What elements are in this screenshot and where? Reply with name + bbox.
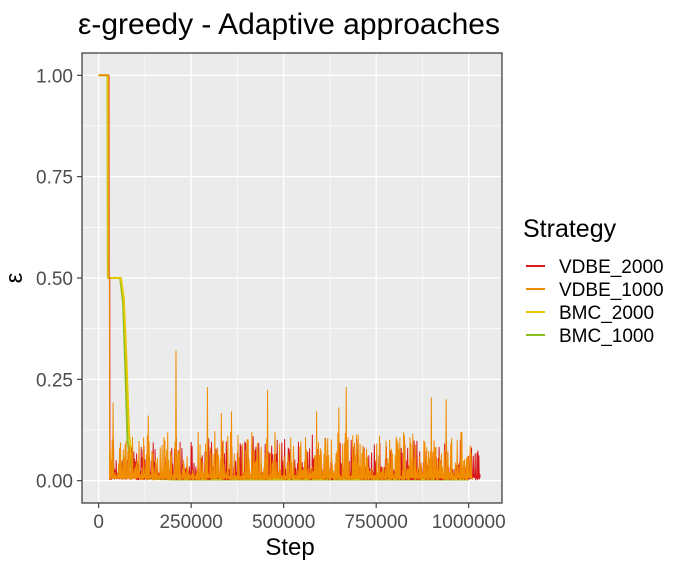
series-layer — [98, 74, 481, 481]
legend-title: Strategy — [523, 215, 617, 243]
legend-label-bmc-2000: BMC_2000 — [559, 303, 654, 324]
legend-label-bmc-1000: BMC_1000 — [559, 326, 654, 347]
x-tick-label: 500000 — [252, 512, 315, 533]
x-tick-label: 750000 — [344, 512, 407, 533]
legend: Strategy VDBE_2000VDBE_1000BMC_2000BMC_1… — [523, 215, 664, 347]
x-tick-label: 250000 — [159, 512, 222, 533]
legend-label-vdbe-2000: VDBE_2000 — [559, 257, 664, 278]
legend-label-vdbe-1000: VDBE_1000 — [559, 280, 664, 301]
y-tick-label: 0.75 — [36, 168, 73, 189]
y-axis: 0.00 0.25 0.50 0.75 1.00 — [36, 66, 82, 493]
y-tick-label: 0.50 — [36, 269, 73, 290]
y-tick-label: 0.25 — [36, 370, 73, 391]
x-axis-label: Step — [265, 534, 314, 561]
y-axis-label: ε — [1, 272, 28, 283]
x-axis: 0 250000 500000 750000 1000000 — [93, 503, 506, 533]
chart-title: ε-greedy - Adaptive approaches — [78, 8, 500, 41]
x-tick-label: 1000000 — [432, 512, 506, 533]
x-tick-label: 0 — [93, 512, 104, 533]
series-line-vdbe-1000 — [98, 74, 473, 481]
y-tick-label: 0.00 — [36, 472, 73, 493]
y-tick-label: 1.00 — [36, 66, 73, 87]
